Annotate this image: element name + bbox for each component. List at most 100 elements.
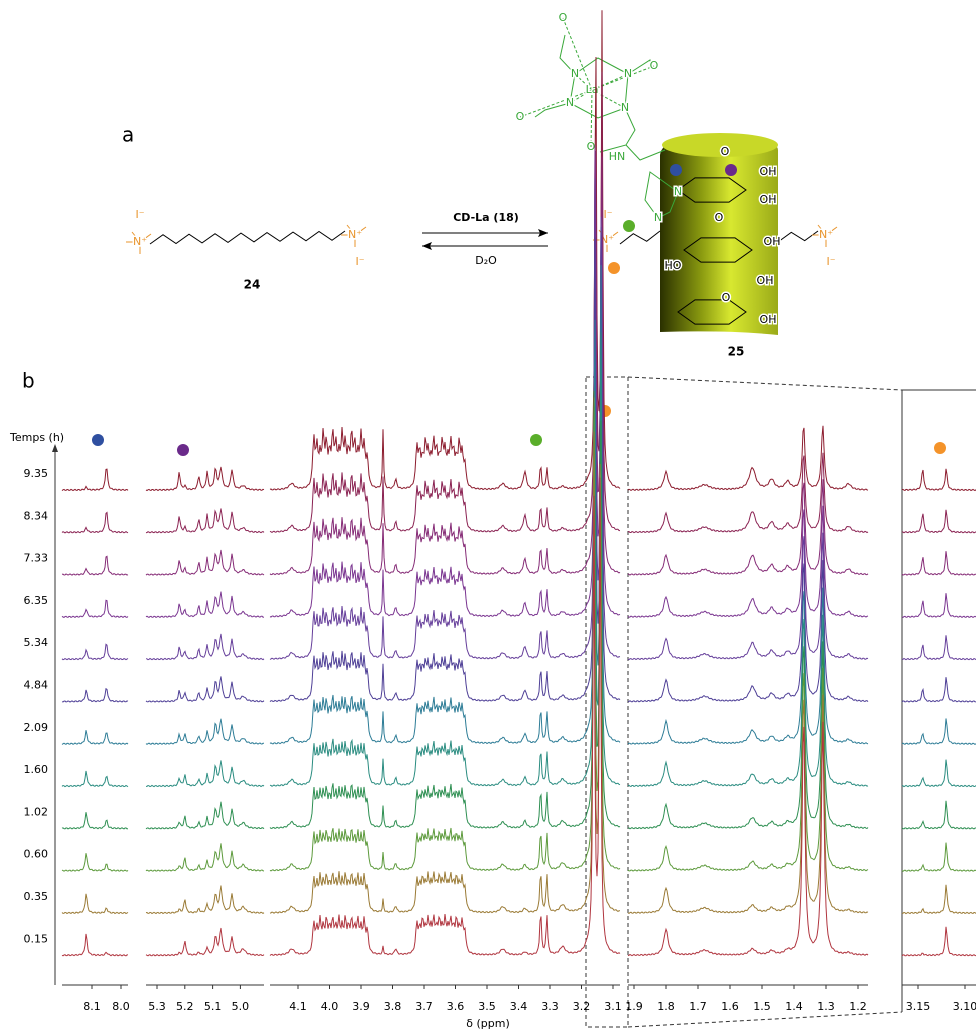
nmr-trace xyxy=(145,718,264,745)
nmr-trace xyxy=(61,643,129,661)
y-tick-label: 9.35 xyxy=(24,467,49,480)
x-tick-label: 1.8 xyxy=(657,1000,675,1013)
nmr-trace xyxy=(145,508,265,534)
x-tick-label: 4.1 xyxy=(289,1000,307,1013)
arrow-head xyxy=(538,229,548,237)
atom-label: OH xyxy=(760,313,777,326)
nmr-trace xyxy=(61,511,129,534)
x-tick-label: 1.5 xyxy=(753,1000,771,1013)
methyl-bond xyxy=(346,224,353,232)
atom-label: O xyxy=(559,11,568,24)
atom-label: OH xyxy=(760,165,777,178)
x-tick-label: 3.10 xyxy=(953,1000,976,1013)
nmr-trace xyxy=(269,145,621,576)
marker-dot xyxy=(725,164,737,176)
nmr-trace xyxy=(61,893,129,915)
x-tick-label: 3.5 xyxy=(478,1000,496,1013)
y-tick-label: 0.35 xyxy=(24,890,49,903)
nmr-trace xyxy=(61,599,129,619)
nmr-trace xyxy=(61,812,129,830)
nmr-trace xyxy=(627,505,869,618)
x-tick-label: 3.1 xyxy=(604,1000,622,1013)
atom-label: N xyxy=(621,101,629,114)
cyclodextrin-cylinder xyxy=(660,135,778,335)
x-tick-label: 8.1 xyxy=(83,1000,101,1013)
nmr-trace xyxy=(627,532,869,661)
marker-dot xyxy=(934,442,946,454)
nmr-trace xyxy=(901,842,976,872)
x-tick-label: 1.9 xyxy=(625,1000,643,1013)
nmr-trace xyxy=(627,721,869,957)
nmr-trace xyxy=(269,178,621,660)
y-tick-label: 0.15 xyxy=(24,932,49,945)
chelate-bonds xyxy=(534,34,666,161)
nmr-trace xyxy=(61,853,129,872)
atom-label: HN xyxy=(609,150,626,163)
x-tick-label: 1.6 xyxy=(721,1000,739,1013)
methyl-bond xyxy=(830,226,838,233)
nmr-trace xyxy=(901,509,976,534)
x-tick-label: 3.2 xyxy=(573,1000,591,1013)
atom-label: O xyxy=(721,145,730,158)
panel-label: a xyxy=(122,123,134,147)
atom-label: O xyxy=(715,211,724,224)
sugar-ring xyxy=(683,237,753,263)
y-tick-label: 0.60 xyxy=(24,848,49,861)
x-tick-label: 3.8 xyxy=(384,1000,402,1013)
y-tick-label: 1.60 xyxy=(24,763,49,776)
nmr-trace xyxy=(269,397,621,872)
x-tick-label: 3.4 xyxy=(510,1000,528,1013)
y-title: Temps (h) xyxy=(9,431,64,444)
nmr-trace xyxy=(269,149,621,618)
nmr-trace xyxy=(269,477,621,956)
y-tick-label: 6.35 xyxy=(24,594,49,607)
nmr-trace xyxy=(627,452,869,534)
nmr-trace xyxy=(61,770,129,788)
nmr-trace xyxy=(627,614,869,787)
nmr-trace xyxy=(901,593,976,619)
marker-dot xyxy=(92,434,104,446)
y-axis-arrow xyxy=(52,444,58,452)
zoom-box xyxy=(585,376,629,1028)
triazole xyxy=(644,171,679,219)
nmr-trace xyxy=(901,677,976,703)
bond-chain xyxy=(149,230,346,245)
nmr-trace xyxy=(145,591,265,619)
nmr-trace xyxy=(61,555,129,576)
methyl-bond xyxy=(359,226,367,233)
atom-label: N⁺ xyxy=(348,228,362,241)
atom-label: I⁻ xyxy=(826,255,835,268)
x-tick-label: 1.4 xyxy=(785,1000,803,1013)
atom-label: N xyxy=(654,211,662,224)
x-title: δ (ppm) xyxy=(466,1017,510,1030)
atom-label: N xyxy=(674,185,682,198)
atom-label: N xyxy=(624,67,632,80)
nmr-trace xyxy=(269,431,620,914)
nmr-trace xyxy=(145,843,265,872)
nmr-trace xyxy=(627,587,869,745)
nmr-trace xyxy=(901,468,976,492)
x-tick-label: 1.7 xyxy=(689,1000,707,1013)
nmr-trace xyxy=(627,641,869,830)
methyl-bond xyxy=(144,233,152,240)
compound-label: 25 xyxy=(728,345,745,359)
panel-label: b xyxy=(22,369,35,393)
methyl-bond xyxy=(131,231,138,239)
nmr-trace xyxy=(269,332,621,787)
marker-dot xyxy=(608,262,620,274)
x-tick-label: 5.0 xyxy=(232,1000,250,1013)
x-tick-label: 1.3 xyxy=(817,1000,835,1013)
atom-label: O xyxy=(587,140,596,153)
marker-dot xyxy=(623,220,635,232)
atom-label: N⁺ xyxy=(819,228,833,241)
x-tick-label: 3.6 xyxy=(447,1000,465,1013)
x-tick-label: 1.2 xyxy=(849,1000,867,1013)
nmr-trace xyxy=(627,479,869,576)
atom-label: I⁻ xyxy=(603,208,612,221)
x-tick-label: 3.15 xyxy=(906,1000,931,1013)
atom-label: OH xyxy=(757,274,774,287)
x-tick-label: 5.3 xyxy=(148,1000,166,1013)
atom-label: N xyxy=(571,67,579,80)
